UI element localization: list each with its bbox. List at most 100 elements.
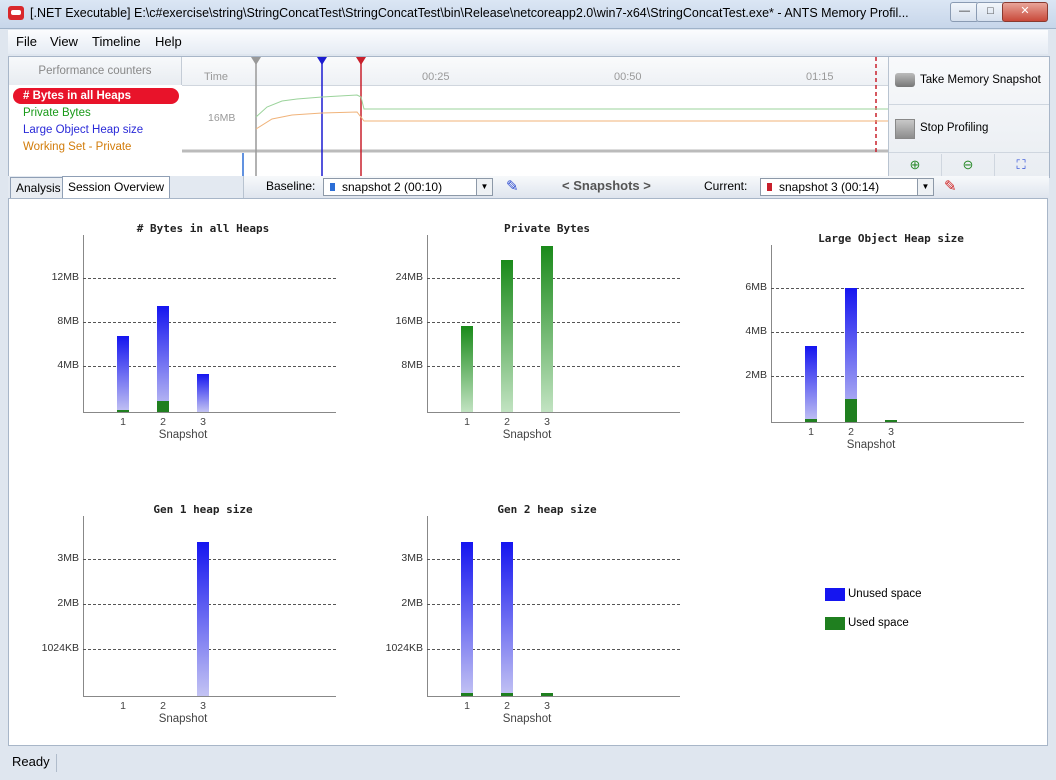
chart-x-tick: 3	[544, 416, 550, 428]
chart-y-axis	[83, 516, 84, 696]
chart-bar-private	[541, 246, 553, 412]
zoom-fit-button[interactable]: ⛶	[995, 154, 1047, 176]
counter-working-set-private[interactable]: Working Set - Private	[23, 141, 132, 153]
chart-y-tick: 2MB	[745, 369, 767, 381]
timeline-plot	[182, 57, 888, 177]
current-value: snapshot 3 (00:14)	[779, 180, 880, 194]
chart-bar-used	[117, 410, 129, 412]
legend-used-swatch	[825, 617, 845, 630]
close-button[interactable]: ✕	[1002, 2, 1048, 22]
baseline-label: Baseline:	[266, 179, 316, 193]
menu-file[interactable]: File	[16, 34, 37, 49]
timeline-y-label: 16MB	[208, 112, 236, 124]
stop-profiling-button[interactable]: Stop Profiling	[889, 105, 1049, 153]
chart-bar-used	[805, 419, 817, 422]
baseline-dropdown[interactable]: snapshot 2 (00:10) ▼	[323, 178, 493, 196]
performance-counters-header: Performance counters	[9, 57, 182, 85]
chart-title: Gen 1 heap size	[153, 503, 253, 516]
baseline-value: snapshot 2 (00:10)	[342, 180, 443, 194]
chart-title: Private Bytes	[503, 222, 591, 235]
tab-analysis[interactable]: Analysis	[10, 177, 67, 198]
minimize-button[interactable]: —	[950, 2, 979, 22]
maximize-button[interactable]: □	[976, 2, 1005, 22]
time-tick: 01:15	[806, 71, 834, 83]
chart-gridline	[771, 288, 1024, 289]
counter-private-bytes[interactable]: Private Bytes	[23, 107, 91, 119]
chart-x-tick: 1	[120, 700, 126, 712]
session-overview-panel: # Bytes in all Heaps 4MB 8MB 12MB 1 2 3 Snapsho…	[8, 198, 1048, 746]
chart-x-tick: 2	[160, 416, 166, 428]
chart-x-axis	[83, 696, 336, 697]
chart-bar-private	[461, 326, 473, 412]
zoom-out-icon: ⊖	[962, 157, 974, 172]
pencil-icon: ✎	[944, 178, 957, 195]
chart-x-label: Snapshot	[158, 429, 208, 441]
chart-y-axis	[83, 235, 84, 412]
time-tick: 00:25	[422, 71, 450, 83]
menu-help[interactable]: Help	[155, 34, 182, 49]
menu-view[interactable]: View	[50, 34, 78, 49]
edit-baseline-button[interactable]: ✎	[506, 177, 519, 195]
chart-x-tick: 1	[464, 416, 470, 428]
zoom-in-icon: ⊕	[909, 157, 921, 172]
chart-bar-private	[501, 260, 513, 412]
chart-y-axis	[427, 235, 428, 412]
chart-bar-used	[885, 420, 897, 422]
current-label: Current:	[704, 179, 748, 193]
chart-title: Gen 2 heap size	[497, 503, 597, 516]
zoom-out-button[interactable]: ⊖	[942, 154, 995, 176]
counter-large-object-heap[interactable]: Large Object Heap size	[23, 124, 144, 136]
zoom-in-button[interactable]: ⊕	[889, 154, 942, 176]
profiler-controls: Take Memory Snapshot Stop Profiling ⊕ ⊖ …	[889, 57, 1049, 177]
edit-current-button[interactable]: ✎	[944, 177, 957, 195]
charts-container: # Bytes in all Heaps 4MB 8MB 12MB 1 2 3 Snapsho…	[9, 199, 1047, 745]
zoom-fit-icon: ⛶	[1016, 157, 1026, 172]
chart-bar-used	[541, 693, 553, 696]
chart-x-label: Snapshot	[846, 439, 896, 451]
chart-x-axis	[771, 422, 1024, 423]
tab-session-overview[interactable]: Session Overview	[62, 176, 171, 199]
chart-x-tick: 3	[544, 700, 550, 712]
chart-gridline	[83, 559, 336, 560]
timeline-graph[interactable]: Time 00:25 00:50 01:15 16MB	[182, 57, 889, 177]
chart-x-tick: 2	[160, 700, 166, 712]
chart-y-tick: 8MB	[57, 315, 79, 327]
chart-gridline	[427, 604, 680, 605]
chart-y-tick: 3MB	[57, 552, 79, 564]
profiler-top-panel: Performance counters # Bytes in all Heap…	[8, 56, 1050, 178]
time-ruler: Time 00:25 00:50 01:15	[182, 57, 888, 86]
chart-gridline	[771, 332, 1024, 333]
stop-profiling-label: Stop Profiling	[920, 122, 989, 134]
chart-gridline	[427, 366, 680, 367]
snapshots-nav[interactable]: < Snapshots >	[562, 178, 651, 193]
chart-gridline	[427, 649, 680, 650]
chart-gridline	[83, 322, 336, 323]
chart-x-axis	[83, 412, 336, 413]
chart-bar-used	[157, 401, 169, 412]
title-bar: [.NET Executable] E:\c#exercise\string\S…	[0, 0, 1056, 29]
menu-timeline[interactable]: Timeline	[92, 34, 141, 49]
chart-bar-unused	[157, 306, 169, 412]
chart-y-tick: 2MB	[401, 597, 423, 609]
take-snapshot-button[interactable]: Take Memory Snapshot	[889, 57, 1049, 105]
chart-y-tick: 2MB	[57, 597, 79, 609]
chart-x-tick: 2	[504, 416, 510, 428]
chart-bar-unused	[197, 374, 209, 412]
chart-y-tick: 4MB	[57, 359, 79, 371]
counter-bytes-in-all-heaps[interactable]: # Bytes in all Heaps	[13, 88, 179, 104]
current-snapshot-icon	[767, 183, 772, 191]
chart-y-axis	[427, 516, 428, 696]
chart-x-axis	[427, 696, 680, 697]
menu-bar: File View Timeline Help	[8, 30, 1048, 54]
time-tick: 00:50	[614, 71, 642, 83]
chart-x-tick: 1	[808, 426, 814, 438]
chart-y-tick: 1024KB	[385, 642, 423, 654]
chart-y-tick: 12MB	[51, 271, 79, 283]
current-dropdown[interactable]: snapshot 3 (00:14) ▼	[760, 178, 934, 196]
chart-bar-used	[845, 399, 857, 422]
chart-x-label: Snapshot	[158, 713, 208, 725]
chevron-down-icon: ▼	[476, 179, 492, 195]
pencil-icon: ✎	[506, 178, 519, 195]
ants-app-icon	[8, 6, 24, 20]
chart-gridline	[83, 278, 336, 279]
